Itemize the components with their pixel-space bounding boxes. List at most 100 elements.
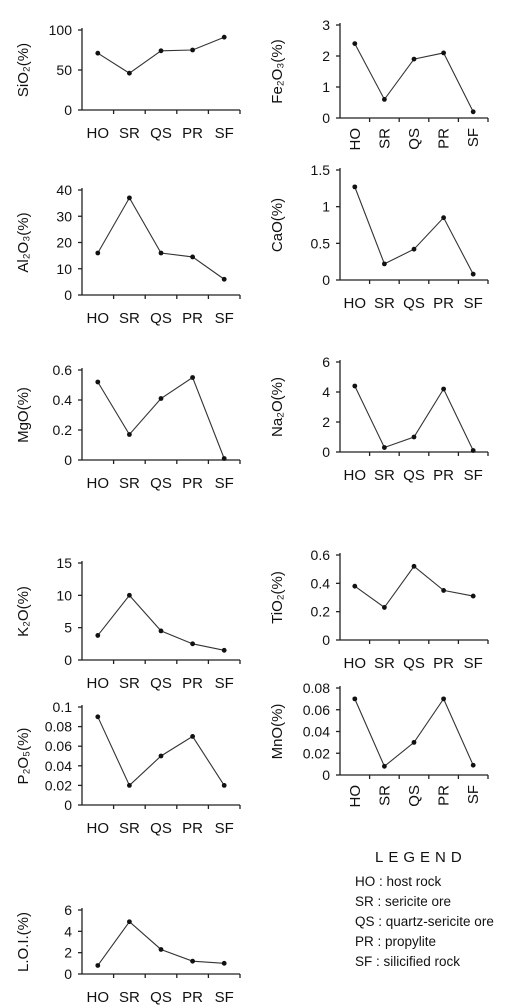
data-point (95, 50, 101, 56)
x-category-label: SR (119, 989, 140, 1006)
x-category-label: SR (119, 675, 140, 692)
y-tick-label: 0.6 (311, 547, 331, 563)
y-axis-label: L.O.I.(%) (15, 912, 32, 972)
legend-item-ho: HO : host rock (355, 874, 442, 889)
data-point (221, 783, 227, 788)
x-category-label: PR (436, 785, 453, 806)
x-category-label: QS (403, 295, 425, 312)
data-point (382, 605, 387, 610)
data-point (411, 563, 417, 569)
data-point (158, 628, 164, 634)
y-tick-label: 10 (56, 587, 72, 603)
y-tick-label: 0.4 (311, 575, 331, 591)
y-tick-label: 0 (322, 110, 330, 126)
data-point (126, 195, 132, 201)
y-tick-label: 20 (56, 235, 72, 251)
y-tick-label: 6 (322, 354, 330, 370)
legend-item-qs: QS : quartz-sericite ore (355, 914, 494, 929)
x-category-label: SF (215, 820, 234, 837)
y-axis-label: Na₂O(%) (269, 377, 286, 437)
x-category-label: PR (182, 310, 203, 327)
x-category-label: SF (465, 785, 482, 804)
y-tick-label: 1 (322, 199, 330, 215)
x-category-label: QS (150, 675, 172, 692)
x-category-label: PR (433, 655, 454, 672)
y-tick-label: 2 (64, 945, 72, 961)
data-point (95, 963, 101, 968)
x-category-label: SR (119, 310, 140, 327)
data-point (221, 647, 227, 653)
y-tick-label: 10 (56, 261, 72, 277)
y-tick-label: 0 (64, 652, 72, 668)
x-category-label: SR (374, 467, 395, 484)
data-point (221, 34, 227, 40)
series-line (97, 36, 225, 74)
y-tick-label: 100 (49, 22, 73, 38)
data-point (221, 276, 227, 282)
series-line (354, 565, 474, 609)
y-axis-label: P₂O₅(%) (15, 728, 32, 785)
data-point (95, 714, 101, 720)
y-tick-label: 50 (56, 62, 72, 78)
y-tick-label: 15 (56, 555, 72, 571)
y-axis-label: MnO(%) (269, 704, 286, 760)
panel-9: 0 0.02 0.04 0.06 0.08 0.1 P₂O₅(%) HO SR QS PR SF (15, 699, 241, 837)
x-category-label: QS (150, 820, 172, 837)
y-tick-label: 0 (64, 287, 72, 303)
y-tick-label: 2 (322, 414, 330, 430)
y-tick-label: 1.5 (311, 162, 331, 178)
data-point (190, 47, 196, 53)
series-line (97, 920, 225, 966)
y-tick-label: 0.4 (53, 392, 73, 408)
data-point (190, 375, 196, 380)
x-category-label: PR (433, 295, 454, 312)
x-category-label: SF (215, 125, 234, 142)
y-tick-label: 0.02 (303, 745, 330, 761)
y-tick-label: 0 (64, 452, 72, 468)
y-tick-label: 30 (56, 208, 72, 224)
data-point (126, 70, 132, 76)
legend-item-pr: PR : propylite (355, 934, 437, 949)
legend-title: LEGEND (375, 849, 467, 866)
panel-10: 0 0.02 0.04 0.06 0.08 MnO(%) HO SR QS PR SF (269, 680, 489, 808)
x-category-label: PR (182, 820, 203, 837)
panel-6: 0 2 4 6 Na₂O(%) HO SR QS PR SF (269, 354, 489, 484)
data-point (382, 763, 387, 769)
y-axis-label: TiO₂(%) (269, 571, 286, 624)
x-category-label: SF (215, 475, 234, 492)
panel-11: 0 2 4 6 L.O.I.(%) HO SR QS PR SF (15, 902, 241, 1006)
y-tick-label: 0 (64, 797, 72, 813)
series-line (97, 594, 225, 651)
data-point (126, 783, 132, 788)
panel-5: 0 0.2 0.4 0.6 MgO(%) HO SR QS PR SF (15, 362, 241, 492)
y-axis-label: SiO₂(%) (15, 43, 32, 97)
x-category-label: HO (87, 675, 110, 692)
y-tick-label: 2 (322, 48, 330, 64)
y-tick-label: 0 (322, 272, 330, 288)
y-tick-label: 0.6 (53, 362, 73, 378)
x-category-label: SF (464, 467, 483, 484)
x-category-label: QS (150, 125, 172, 142)
y-tick-label: 40 (56, 182, 72, 198)
panel-2: 0 1 2 3 Fe₂O₃(%) HO SR QS PR SF (269, 17, 489, 151)
y-tick-label: 0 (322, 767, 330, 783)
x-category-label: PR (433, 467, 454, 484)
data-point (352, 41, 358, 46)
x-category-label: HO (347, 785, 364, 808)
data-point (126, 432, 132, 437)
y-tick-label: 0.04 (303, 724, 330, 740)
y-tick-label: 4 (64, 923, 72, 939)
y-tick-label: 0.1 (53, 699, 73, 715)
series-line (354, 385, 474, 451)
data-point (352, 383, 358, 389)
y-tick-label: 0.5 (311, 235, 331, 251)
data-point (158, 250, 164, 256)
data-point (158, 396, 164, 401)
x-category-label: HO (344, 467, 367, 484)
x-category-label: SR (374, 295, 395, 312)
x-category-label: HO (87, 310, 110, 327)
x-category-label: PR (182, 675, 203, 692)
y-tick-label: 0.2 (311, 604, 331, 620)
x-category-label: SF (215, 675, 234, 692)
y-tick-label: 0.06 (45, 738, 72, 754)
